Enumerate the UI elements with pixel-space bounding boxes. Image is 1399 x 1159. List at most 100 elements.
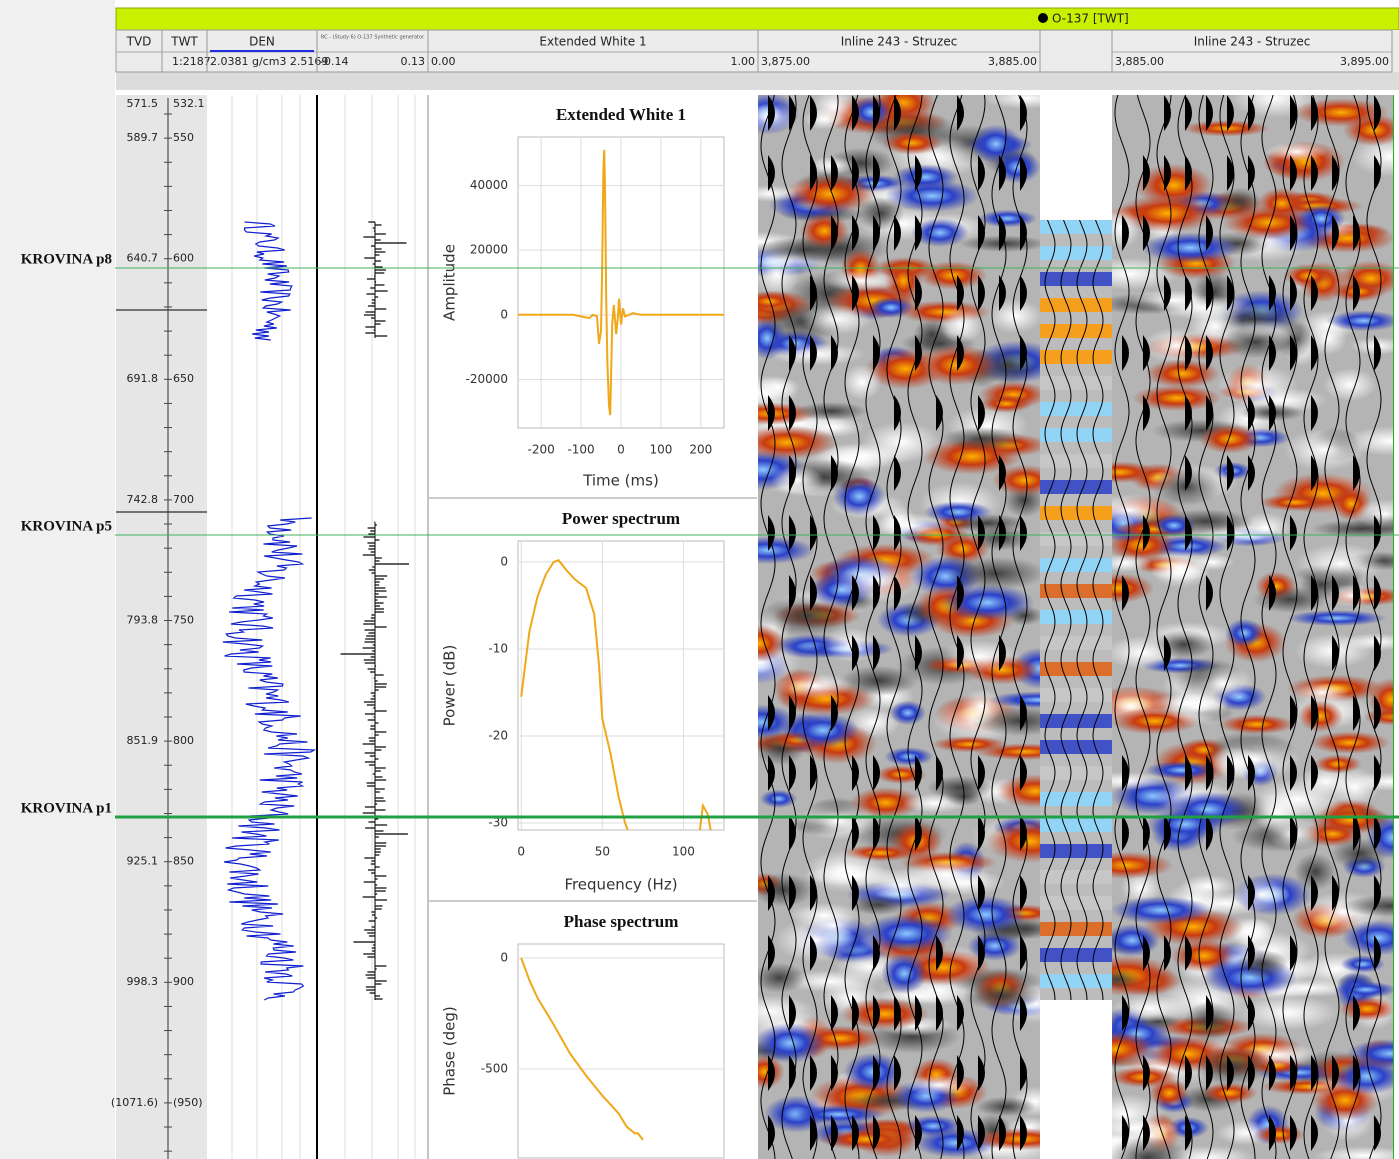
seismic-blob (1258, 493, 1331, 512)
wiggle-fill (999, 515, 1006, 551)
seismic-blob (758, 962, 806, 993)
wiggle-fill (789, 815, 796, 851)
chart-title: Phase spectrum (564, 912, 679, 931)
wiggle-fill (1185, 335, 1192, 371)
marker-label: KROVINA p5 (21, 518, 112, 534)
wiggle-fill (894, 515, 901, 551)
wiggle-fill (1374, 815, 1381, 851)
seismic-section (758, 95, 1040, 1159)
seismic-blob (884, 179, 980, 213)
wiggle-fill (1185, 1055, 1192, 1091)
seismic-blob (758, 253, 800, 296)
wiggle-fill (1185, 395, 1192, 431)
seismic-trace (1198, 95, 1214, 1159)
twt-label: 800 (173, 734, 194, 747)
wiggle-fill (999, 155, 1006, 191)
seismic-blob (910, 218, 969, 248)
wiggle-fill (1311, 875, 1318, 911)
wiggle-fill (1206, 815, 1213, 851)
seismic-blob (987, 299, 1040, 334)
wiggle-fill (1122, 815, 1129, 851)
wiggle-fill (957, 95, 964, 131)
seismic-blob (1293, 852, 1337, 891)
wiggle-fill (1185, 455, 1192, 491)
seismic-blob (1334, 981, 1393, 998)
wiggle-fill (768, 95, 775, 131)
track-scale: 1:2187 (172, 55, 211, 68)
track-min: 3,875.00 (761, 55, 810, 68)
wiggle-fill (1143, 335, 1150, 371)
seismic-blob (1218, 714, 1296, 735)
synthetic-band (1040, 610, 1112, 624)
seismic-blob (1115, 194, 1219, 233)
wiggle-fill (1374, 575, 1381, 611)
seismic-blob (1216, 187, 1263, 216)
wiggle-fill (1311, 335, 1318, 371)
seismic-blob (1224, 618, 1264, 648)
wiggle-fill (1185, 755, 1192, 791)
wiggle-fill (1122, 215, 1129, 251)
data-line (520, 559, 712, 830)
seismic-blob (904, 1074, 975, 1096)
seismic-blob (1339, 996, 1393, 1022)
wiggle-fill (852, 815, 859, 851)
seismic-blob (1297, 700, 1344, 733)
wiggle-fill (1122, 995, 1129, 1031)
wiggle-fill (873, 1115, 880, 1151)
synthetic-band (1040, 584, 1112, 598)
twt-label: 700 (173, 493, 194, 506)
synthetic-band (1040, 636, 1112, 650)
synthetic-band (1040, 662, 1112, 676)
wiggle-fill (957, 275, 964, 311)
seismic-blob (759, 789, 798, 809)
seismic-blob (1181, 120, 1271, 137)
wiggle-fill (1269, 1055, 1276, 1091)
seismic-trace (1366, 95, 1382, 1159)
seismic-blob (758, 624, 786, 663)
seismic-blob (840, 997, 930, 1030)
seismic-trace (1135, 95, 1151, 1159)
wiggle-fill (1206, 1055, 1213, 1091)
seismic-blob (1112, 494, 1172, 526)
wiggle-fill (1143, 155, 1150, 191)
well-name: O-137 [TWT] (1052, 12, 1129, 26)
wiggle-fill (1143, 1055, 1150, 1091)
wiggle-fill (852, 215, 859, 251)
seismic-blob (996, 774, 1040, 809)
seismic-trace (1240, 95, 1256, 1159)
wiggle-fill (873, 575, 880, 611)
track-name: TVD (126, 35, 152, 49)
wiggle-fill (1164, 275, 1171, 311)
seismic-blob (1141, 232, 1240, 263)
wiggle-fill (768, 875, 775, 911)
wiggle-fill (1290, 755, 1297, 791)
wiggle-fill (1020, 875, 1027, 911)
wiggle-fill (1248, 395, 1255, 431)
seismic-trace (802, 95, 818, 1159)
seismic-blob (924, 870, 1006, 896)
wiggle-fill (1143, 395, 1150, 431)
seismic-blob (803, 108, 845, 130)
tvd-label: 851.9 (127, 734, 159, 747)
wiggle-fill (1185, 95, 1192, 131)
wiggle-fill (1122, 1115, 1129, 1151)
wiggle-fill (1290, 215, 1297, 251)
wiggle-fill (1374, 935, 1381, 971)
wiggle-fill (957, 575, 964, 611)
wiggle-fill (810, 95, 817, 131)
wiggle-fill (1020, 1055, 1027, 1091)
seismic-blob (822, 270, 901, 292)
wiggle-fill (1206, 335, 1213, 371)
seismic-blob (800, 304, 873, 335)
seismic-blob (1112, 923, 1161, 957)
seismic-blob (791, 1104, 885, 1124)
wiggle-fill (957, 635, 964, 671)
seismic-blob (1328, 584, 1378, 607)
wiggle-fill (1311, 695, 1318, 731)
y-axis-label: Phase (deg) (441, 1006, 459, 1096)
wiggle-fill (1185, 155, 1192, 191)
wiggle-fill (1332, 875, 1339, 911)
wiggle-fill (852, 635, 859, 671)
wiggle-fill (873, 815, 880, 851)
